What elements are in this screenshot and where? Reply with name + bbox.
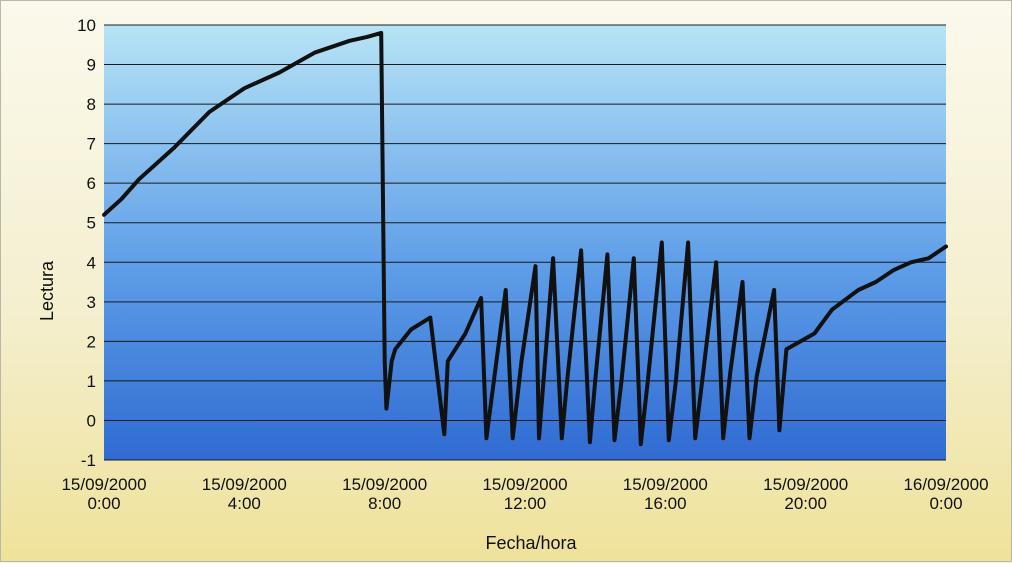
y-axis-title: Lectura bbox=[37, 260, 57, 321]
x-tick-date: 16/09/2000 bbox=[903, 475, 988, 494]
x-tick-date: 15/09/2000 bbox=[202, 475, 287, 494]
grid-lines bbox=[104, 24, 946, 461]
x-tick-time: 0:00 bbox=[87, 494, 120, 513]
y-tick-label: 0 bbox=[87, 411, 96, 430]
x-axis-title: Fecha/hora bbox=[485, 533, 577, 553]
x-tick-time: 4:00 bbox=[228, 494, 261, 513]
x-tick-time: 0:00 bbox=[929, 494, 962, 513]
y-axis-tick-labels: -1 0 1 2 3 4 5 6 7 8 9 10 bbox=[77, 16, 96, 470]
y-tick-label: 5 bbox=[87, 214, 96, 233]
x-tick-date: 15/09/2000 bbox=[61, 475, 146, 494]
y-tick-label: 3 bbox=[87, 293, 96, 312]
plot-area bbox=[104, 25, 946, 460]
x-tick-label: 15/09/2000 12:00 bbox=[482, 475, 567, 513]
x-tick-label: 15/09/2000 16:00 bbox=[623, 475, 708, 513]
x-tick-label: 16/09/2000 0:00 bbox=[903, 475, 988, 513]
x-tick-date: 15/09/2000 bbox=[763, 475, 848, 494]
x-tick-label: 15/09/2000 8:00 bbox=[342, 475, 427, 513]
y-tick-label: 1 bbox=[87, 372, 96, 391]
x-tick-time: 8:00 bbox=[368, 494, 401, 513]
x-tick-time: 12:00 bbox=[504, 494, 547, 513]
x-tick-label: 15/09/2000 0:00 bbox=[61, 475, 146, 513]
y-tick-label: 9 bbox=[87, 56, 96, 75]
y-tick-label: 7 bbox=[87, 135, 96, 154]
y-tick-label: 10 bbox=[77, 16, 96, 35]
y-tick-label: 8 bbox=[87, 95, 96, 114]
x-tick-time: 20:00 bbox=[784, 494, 827, 513]
x-tick-date: 15/09/2000 bbox=[623, 475, 708, 494]
x-tick-label: 15/09/2000 4:00 bbox=[202, 475, 287, 513]
x-tick-label: 15/09/2000 20:00 bbox=[763, 475, 848, 513]
x-tick-date: 15/09/2000 bbox=[342, 475, 427, 494]
x-tick-time: 16:00 bbox=[644, 494, 687, 513]
series-line bbox=[102, 30, 948, 447]
y-tick-label: 2 bbox=[87, 332, 96, 351]
x-tick-date: 15/09/2000 bbox=[482, 475, 567, 494]
y-tick-label: -1 bbox=[81, 451, 96, 470]
y-tick-label: 6 bbox=[87, 174, 96, 193]
y-tick-label: 4 bbox=[87, 253, 96, 272]
